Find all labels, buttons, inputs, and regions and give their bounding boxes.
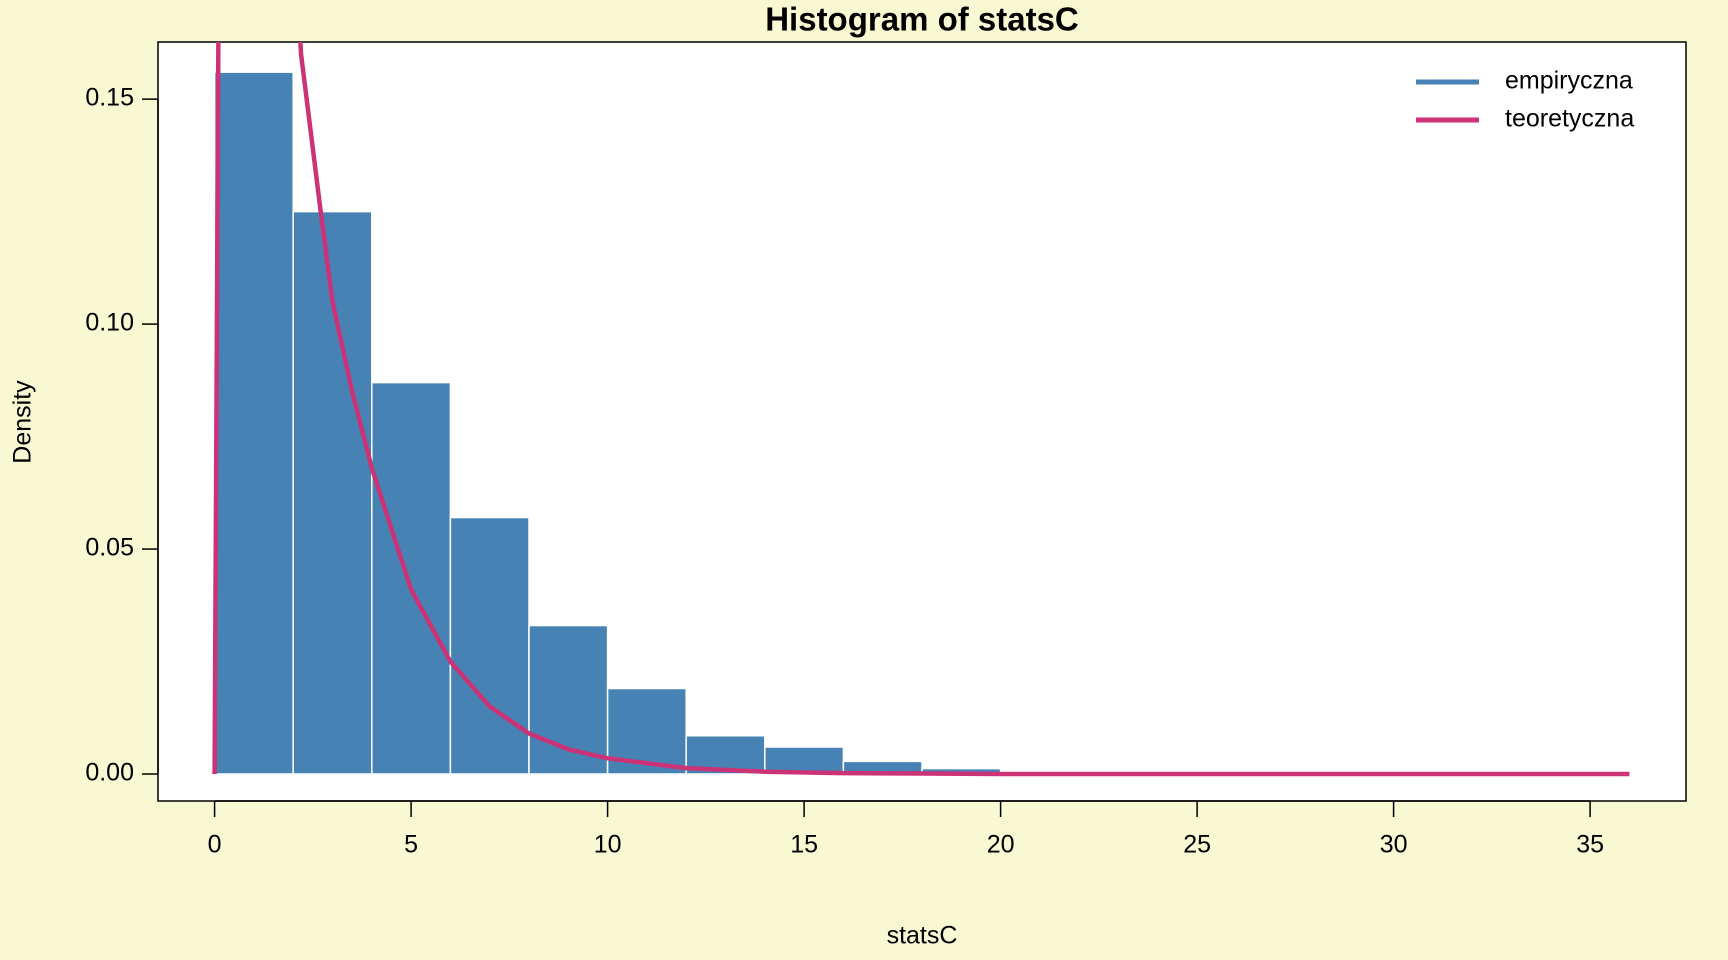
y-axis-label: Density bbox=[9, 380, 37, 464]
x-tick-label: 0 bbox=[208, 831, 222, 859]
legend-label: empiryczna bbox=[1505, 67, 1633, 95]
y-tick-label: 0.15 bbox=[85, 84, 134, 112]
x-tick-label: 20 bbox=[987, 831, 1015, 859]
histogram-bar bbox=[449, 516, 530, 775]
plot-content bbox=[212, 42, 1630, 777]
x-tick-label: 25 bbox=[1183, 831, 1211, 859]
y-tick-label: 0.10 bbox=[85, 309, 134, 337]
histogram-bar bbox=[371, 381, 452, 775]
x-tick-label: 5 bbox=[404, 831, 418, 859]
x-tick-label: 10 bbox=[594, 831, 622, 859]
legend-label: teoretyczna bbox=[1505, 105, 1634, 133]
y-tick-label: 0.05 bbox=[85, 534, 134, 562]
x-axis-label: statsC bbox=[887, 922, 958, 950]
y-tick-label: 0.00 bbox=[85, 759, 134, 787]
histogram-bar bbox=[213, 71, 294, 775]
x-tick-label: 15 bbox=[790, 831, 818, 859]
x-tick-label: 35 bbox=[1576, 831, 1604, 859]
density-curve bbox=[212, 42, 1630, 777]
x-tick-label: 30 bbox=[1380, 831, 1408, 859]
chart-title: Histogram of statsC bbox=[765, 1, 1079, 38]
histogram-bar bbox=[528, 624, 609, 775]
